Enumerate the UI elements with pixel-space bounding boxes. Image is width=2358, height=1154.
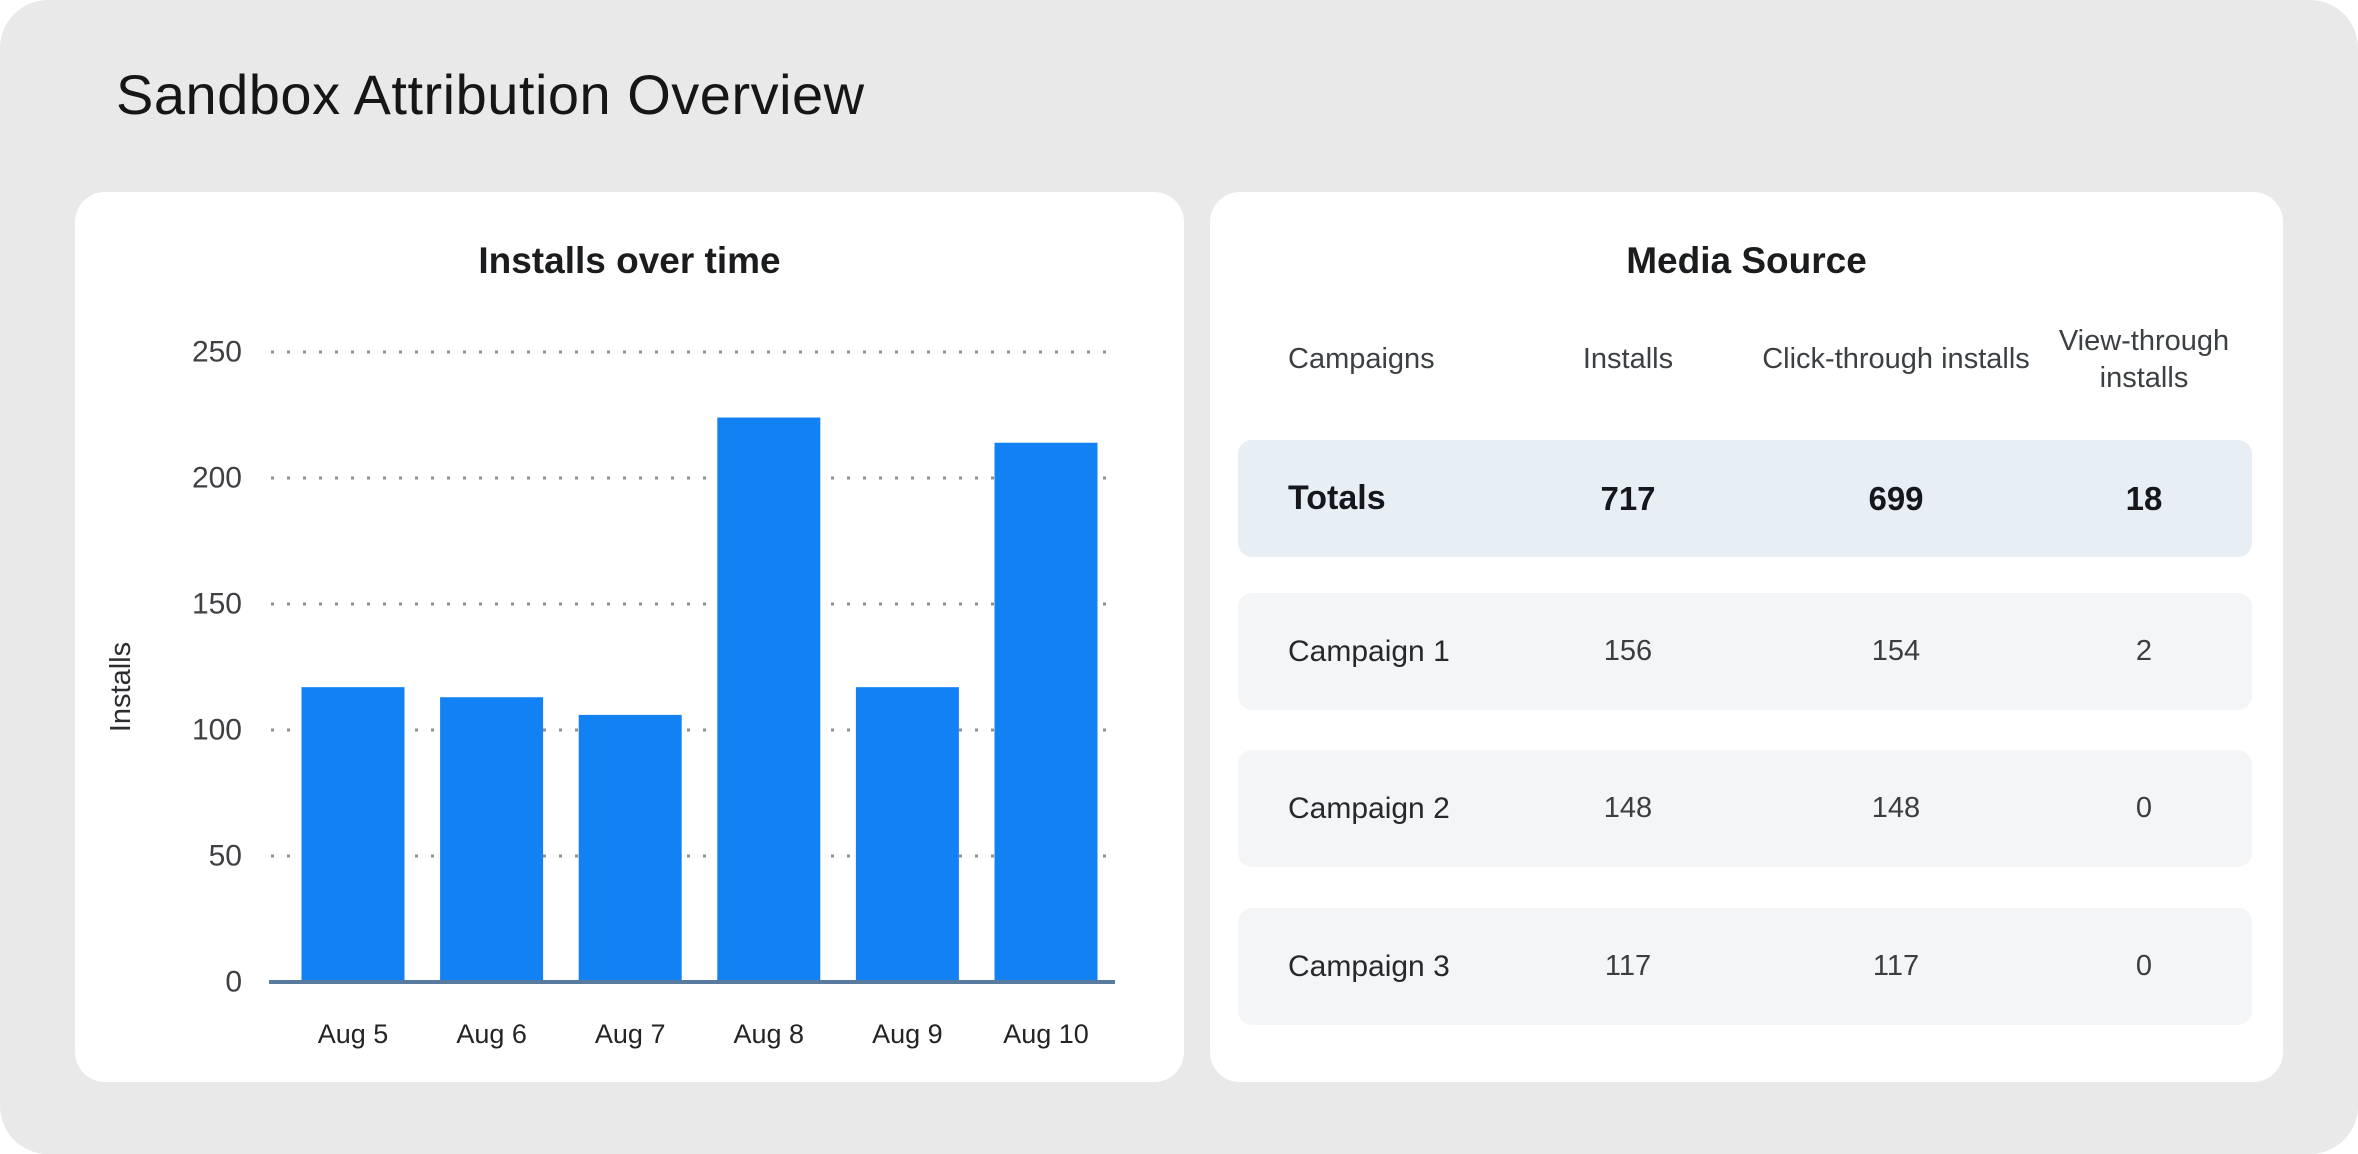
table-title: Media Source	[1626, 240, 1867, 281]
x-tick-label: Aug 6	[456, 1019, 527, 1049]
campaign-installs: 148	[1603, 792, 1653, 824]
bar	[717, 417, 821, 982]
campaign-view-through: 2	[2135, 635, 2153, 667]
totals-installs: 717	[1600, 479, 1656, 517]
campaign-label: Campaign 2	[1288, 791, 1450, 825]
y-tick-label: 250	[192, 336, 242, 369]
page-title: Sandbox Attribution Overview	[116, 63, 865, 126]
x-tick-label: Aug 7	[595, 1019, 666, 1049]
campaign-label: Campaign 3	[1288, 949, 1450, 983]
y-tick-label: 150	[192, 588, 242, 621]
y-tick-label: 0	[225, 966, 242, 999]
totals-view-through: 18	[2125, 479, 2163, 517]
table-row: Campaign 3 117 117 0	[1238, 908, 2252, 1025]
column-header-installs: Installs	[1582, 343, 1674, 376]
media-source-card: Media Source Campaigns Installs Click-th…	[1210, 192, 2283, 1082]
x-tick-label: Aug 10	[1003, 1019, 1089, 1049]
x-tick-label: Aug 8	[734, 1019, 805, 1049]
bar	[578, 714, 682, 982]
y-axis-label: Installs	[105, 642, 137, 732]
campaign-click-through: 154	[1871, 635, 1921, 667]
campaign-click-through: 148	[1871, 792, 1921, 824]
y-tick-label: 100	[192, 714, 242, 747]
column-header-click-through: Click-through installs	[1762, 343, 2030, 376]
bar	[440, 697, 544, 982]
y-tick-label: 200	[192, 462, 242, 495]
column-header-campaigns: Campaigns	[1288, 343, 1435, 376]
totals-label: Totals	[1288, 479, 1386, 517]
x-tick-label: Aug 5	[318, 1019, 389, 1049]
table-row: Campaign 1 156 154 2	[1238, 593, 2252, 710]
campaign-label: Campaign 1	[1288, 634, 1450, 668]
totals-click-through: 699	[1868, 479, 1924, 517]
chart-title: Installs over time	[478, 240, 781, 281]
campaign-view-through: 0	[2135, 792, 2153, 824]
bar	[855, 687, 959, 982]
campaign-view-through: 0	[2135, 950, 2153, 982]
bar	[994, 442, 1098, 983]
installs-chart: 0 50 100 150 200 250 Aug 5 Aug 6 Aug 7 Aug 8 Aug 9…	[105, 336, 1115, 1049]
campaign-click-through: 117	[1872, 950, 1920, 982]
campaign-installs: 117	[1604, 950, 1652, 982]
installs-chart-card: Installs over time 0 50 100 150 200 250 Aug 5 A…	[75, 192, 1184, 1082]
column-header-view-through: View-through installs	[2058, 324, 2230, 394]
table-header-row: Campaigns Installs Click-through install…	[1238, 314, 2252, 406]
table-row: Campaign 2 148 148 0	[1238, 750, 2252, 867]
totals-row: Totals 717 699 18	[1238, 440, 2252, 557]
campaign-installs: 156	[1603, 635, 1653, 667]
bar	[301, 687, 405, 982]
x-tick-label: Aug 9	[872, 1019, 943, 1049]
y-tick-label: 50	[209, 840, 242, 873]
